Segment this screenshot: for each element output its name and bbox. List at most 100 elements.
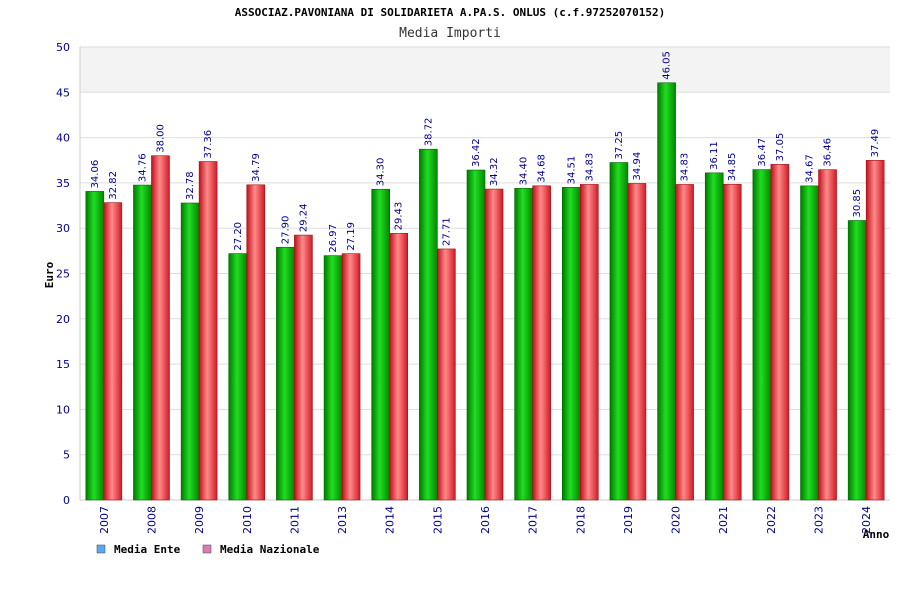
value-label-media-ente: 46.05 xyxy=(662,51,673,80)
y-tick-label: 10 xyxy=(56,403,70,416)
value-label-media-nazionale: 36.46 xyxy=(823,138,834,167)
y-tick-label: 50 xyxy=(56,41,70,54)
bar-media-ente xyxy=(657,82,676,501)
chart-subtitle: Media Importi xyxy=(399,26,501,41)
bar-media-nazionale xyxy=(198,161,218,501)
bar-media-ente xyxy=(323,255,343,501)
value-label-media-ente: 27.20 xyxy=(233,222,244,251)
plot-band xyxy=(80,92,890,138)
value-label-media-nazionale: 27.71 xyxy=(441,217,452,246)
value-label-media-ente: 36.11 xyxy=(709,141,720,170)
bar-media-ente xyxy=(847,220,867,501)
bar-media-ente xyxy=(419,148,438,501)
y-tick-label: 35 xyxy=(56,177,70,190)
x-tick-label: 2008 xyxy=(145,506,158,534)
bar-media-nazionale xyxy=(151,155,170,501)
x-tick-label: 2019 xyxy=(622,506,635,534)
value-label-media-nazionale: 34.79 xyxy=(251,153,262,182)
x-tick-label: 2024 xyxy=(860,506,873,534)
bar-media-nazionale xyxy=(341,253,361,501)
plot-band-top xyxy=(80,47,890,93)
value-label-media-nazionale: 34.83 xyxy=(584,153,595,182)
y-tick-label: 15 xyxy=(56,358,70,371)
x-tick-label: 2007 xyxy=(98,506,111,534)
bar-media-nazionale xyxy=(770,164,790,501)
value-label-media-ente: 36.42 xyxy=(471,138,482,167)
bar-media-ente xyxy=(609,162,629,501)
bar-media-nazionale xyxy=(532,185,551,501)
x-tick-label: 2013 xyxy=(336,506,349,534)
value-label-media-nazionale: 27.19 xyxy=(346,222,357,251)
legend: Media Ente Media Nazionale xyxy=(96,543,320,556)
bar-media-ente xyxy=(85,191,105,501)
x-tick-label: 2023 xyxy=(813,506,826,534)
value-label-media-ente: 37.25 xyxy=(614,131,625,160)
bar-media-ente xyxy=(180,202,200,501)
value-label-media-ente: 27.90 xyxy=(280,216,291,245)
y-tick-label: 40 xyxy=(56,132,70,145)
x-tick-label: 2014 xyxy=(384,506,397,534)
value-label-media-nazionale: 37.36 xyxy=(203,130,214,159)
x-tick-label: 2010 xyxy=(241,506,254,534)
value-label-media-ente: 34.51 xyxy=(566,156,577,185)
bar-media-nazionale xyxy=(627,183,647,501)
value-label-media-ente: 26.97 xyxy=(328,224,339,253)
y-tick-label: 5 xyxy=(63,449,70,462)
y-axis-ticks: 0 5 10 15 20 25 30 35 40 45 50 xyxy=(56,41,70,507)
bar-media-nazionale xyxy=(865,160,885,501)
bar-media-nazionale xyxy=(579,184,599,501)
x-tick-label: 2015 xyxy=(431,506,444,534)
x-axis-label: Anno xyxy=(863,528,890,541)
bar-media-nazionale xyxy=(294,234,313,501)
bar-media-nazionale xyxy=(103,202,123,501)
value-label-media-ente: 36.47 xyxy=(757,138,768,167)
bar-media-ente xyxy=(514,188,533,501)
value-label-media-nazionale: 32.82 xyxy=(108,171,119,200)
x-tick-label: 2022 xyxy=(765,506,778,534)
value-label-media-nazionale: 29.24 xyxy=(298,203,309,232)
bar-media-nazionale xyxy=(675,184,694,501)
bar-media-nazionale xyxy=(484,188,504,501)
legend-swatch-media-ente xyxy=(96,544,106,554)
value-label-media-ente: 38.72 xyxy=(423,118,434,147)
chart-title: ASSOCIAZ.PAVONIANA DI SOLIDARIETA A.PA.S… xyxy=(235,6,665,19)
bar-media-nazionale xyxy=(437,248,456,501)
y-axis-label: Euro xyxy=(43,261,56,288)
y-tick-label: 30 xyxy=(56,222,70,235)
value-label-media-ente: 32.78 xyxy=(185,171,196,200)
value-label-media-ente: 30.85 xyxy=(852,189,863,218)
value-label-media-nazionale: 34.83 xyxy=(680,153,691,182)
legend-label-media-ente: Media Ente xyxy=(114,543,181,556)
bar-media-nazionale xyxy=(818,169,837,501)
y-tick-label: 25 xyxy=(56,268,70,281)
y-tick-label: 20 xyxy=(56,313,70,326)
x-tick-label: 2020 xyxy=(670,506,683,534)
value-label-media-ente: 34.30 xyxy=(376,158,387,187)
x-tick-label: 2009 xyxy=(193,506,206,534)
value-label-media-nazionale: 34.94 xyxy=(632,152,643,181)
x-tick-label: 2011 xyxy=(288,506,301,534)
bar-media-nazionale xyxy=(246,184,266,501)
bar-media-ente xyxy=(276,246,295,501)
x-tick-label: 2021 xyxy=(717,506,730,534)
bar-media-ente xyxy=(228,253,248,501)
bar-media-nazionale xyxy=(389,233,409,501)
bar-media-ente xyxy=(561,187,581,501)
legend-label-media-nazionale: Media Nazionale xyxy=(220,543,320,556)
bars: 34.06 32.82 34.76 38.00 32.78 37.36 27.20 34.79… xyxy=(85,51,885,501)
value-label-media-nazionale: 38.00 xyxy=(155,124,166,153)
value-label-media-nazionale: 29.43 xyxy=(394,202,405,231)
value-label-media-ente: 34.06 xyxy=(90,160,101,189)
legend-swatch-media-nazionale xyxy=(202,544,212,554)
bar-media-ente xyxy=(704,172,724,501)
bar-media-ente xyxy=(466,169,486,501)
value-label-media-nazionale: 37.05 xyxy=(775,133,786,162)
value-label-media-nazionale: 34.85 xyxy=(727,153,738,182)
bar-media-ente xyxy=(752,169,772,501)
x-axis-ticks: 2007 2008 2009 2010 2011 2013 2014 2015 2016 2017… xyxy=(98,506,873,534)
value-label-media-ente: 34.76 xyxy=(137,153,148,182)
value-label-media-ente: 34.67 xyxy=(805,154,816,183)
bar-media-ente xyxy=(133,184,152,501)
value-label-media-nazionale: 34.68 xyxy=(537,154,548,183)
y-tick-label: 0 xyxy=(63,494,70,507)
